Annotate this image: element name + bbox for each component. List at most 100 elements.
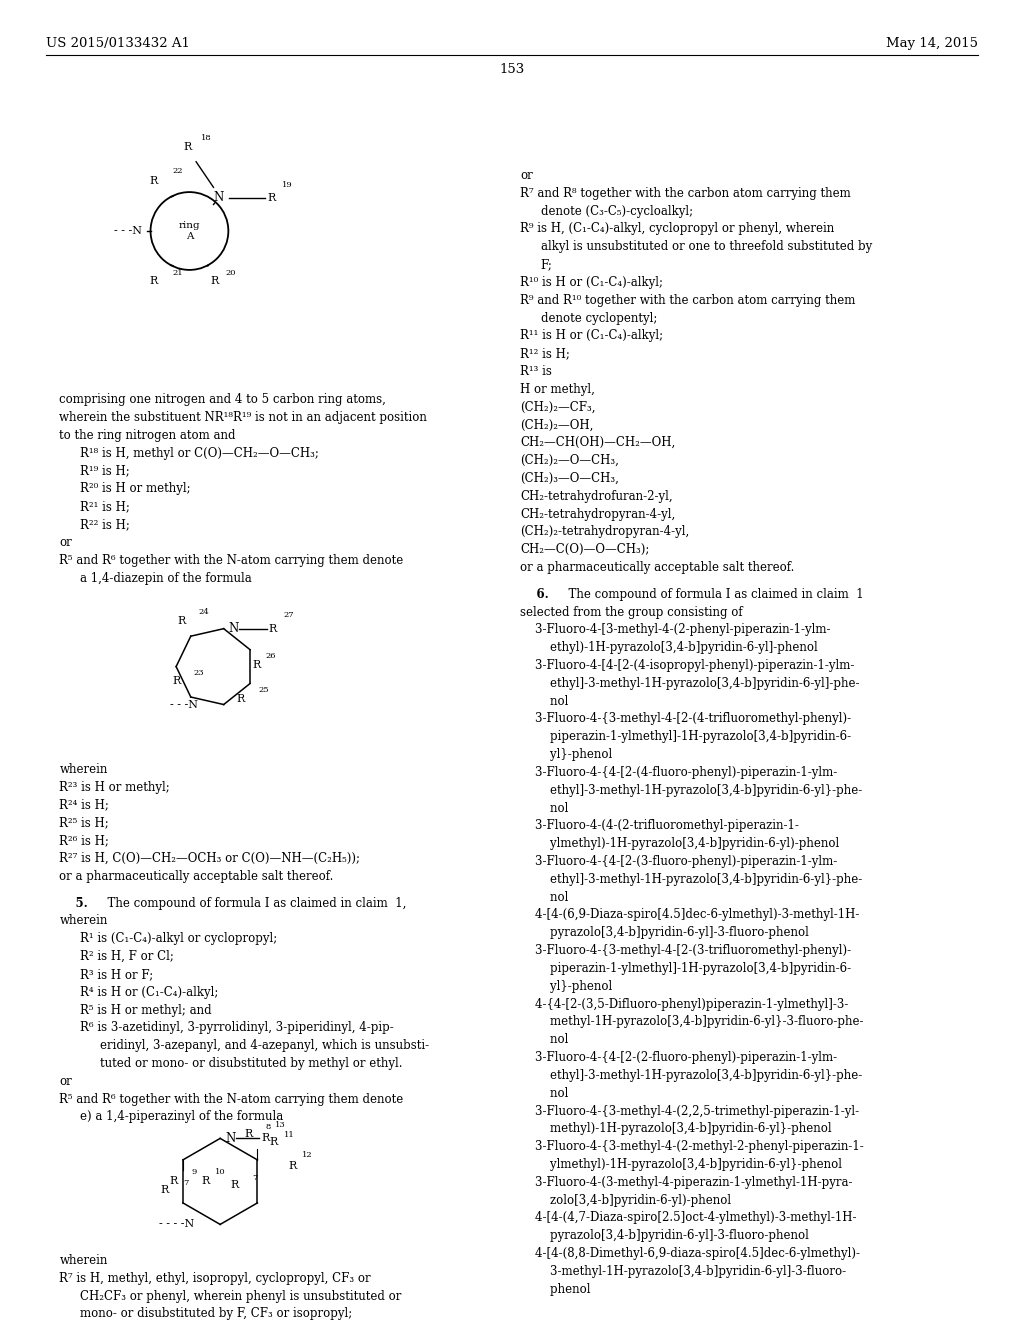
Text: phenol: phenol <box>520 1283 591 1296</box>
Text: R²⁶ is H;: R²⁶ is H; <box>59 834 110 847</box>
Text: R: R <box>268 623 278 634</box>
Text: 11: 11 <box>284 1131 295 1139</box>
Text: 3-Fluoro-4-{3-methyl-4-[2-(3-trifluoromethyl-phenyl)-: 3-Fluoro-4-{3-methyl-4-[2-(3-trifluorome… <box>520 944 851 957</box>
Text: wherein: wherein <box>59 763 108 776</box>
Text: 3-methyl-1H-pyrazolo[3,4-b]pyridin-6-yl]-3-fluoro-: 3-methyl-1H-pyrazolo[3,4-b]pyridin-6-yl]… <box>520 1265 846 1278</box>
Text: alkyl is unsubstituted or one to threefold substituted by: alkyl is unsubstituted or one to threefo… <box>541 240 871 253</box>
Text: or: or <box>59 536 72 549</box>
Text: ethyl]-3-methyl-1H-pyrazolo[3,4-b]pyridin-6-yl}-phe-: ethyl]-3-methyl-1H-pyrazolo[3,4-b]pyridi… <box>520 784 862 797</box>
Text: piperazin-1-ylmethyl]-1H-pyrazolo[3,4-b]pyridin-6-: piperazin-1-ylmethyl]-1H-pyrazolo[3,4-b]… <box>520 730 851 743</box>
Text: 3-Fluoro-4-{3-methyl-4-(2-methyl-2-phenyl-piperazin-1-: 3-Fluoro-4-{3-methyl-4-(2-methyl-2-pheny… <box>520 1140 864 1154</box>
Text: CH₂—CH(OH)—CH₂—OH,: CH₂—CH(OH)—CH₂—OH, <box>520 436 676 449</box>
Text: 4-[4-(6,9-Diaza-spiro[4.5]dec-6-ylmethyl)-3-methyl-1H-: 4-[4-(6,9-Diaza-spiro[4.5]dec-6-ylmethyl… <box>520 908 859 921</box>
Text: 23: 23 <box>194 669 205 677</box>
Text: - - - -N: - - - -N <box>160 1220 195 1229</box>
Text: ethyl)-1H-pyrazolo[3,4-b]pyridin-6-yl]-phenol: ethyl)-1H-pyrazolo[3,4-b]pyridin-6-yl]-p… <box>520 642 818 655</box>
Text: 9: 9 <box>191 1168 197 1176</box>
Text: May 14, 2015: May 14, 2015 <box>886 37 978 50</box>
Text: a 1,4-diazepin of the formula: a 1,4-diazepin of the formula <box>80 572 252 585</box>
Text: CH₂-tetrahydrofuran-2-yl,: CH₂-tetrahydrofuran-2-yl, <box>520 490 673 503</box>
Text: 3-Fluoro-4-(4-(2-trifluoromethyl-piperazin-1-: 3-Fluoro-4-(4-(2-trifluoromethyl-piperaz… <box>520 820 799 833</box>
Text: 3-Fluoro-4-{4-[2-(3-fluoro-phenyl)-piperazin-1-ylm-: 3-Fluoro-4-{4-[2-(3-fluoro-phenyl)-piper… <box>520 855 838 869</box>
Text: R: R <box>268 193 276 203</box>
Text: R¹¹ is H or (C₁-C₄)-alkyl;: R¹¹ is H or (C₁-C₄)-alkyl; <box>520 330 664 342</box>
Text: eridinyl, 3-azepanyl, and 4-azepanyl, which is unsubsti-: eridinyl, 3-azepanyl, and 4-azepanyl, wh… <box>100 1039 429 1052</box>
Text: 4-[4-(8,8-Dimethyl-6,9-diaza-spiro[4.5]dec-6-ylmethyl)-: 4-[4-(8,8-Dimethyl-6,9-diaza-spiro[4.5]d… <box>520 1247 860 1261</box>
Text: 3-Fluoro-4-{3-methyl-4-(2,2,5-trimethyl-piperazin-1-yl-: 3-Fluoro-4-{3-methyl-4-(2,2,5-trimethyl-… <box>520 1105 859 1118</box>
Text: (CH₂)₂—CF₃,: (CH₂)₂—CF₃, <box>520 401 596 413</box>
Text: - - -N: - - -N <box>170 700 198 710</box>
Text: 18: 18 <box>201 133 212 143</box>
Text: yl}-phenol: yl}-phenol <box>520 748 612 762</box>
Text: tuted or mono- or disubstituted by methyl or ethyl.: tuted or mono- or disubstituted by methy… <box>100 1057 402 1071</box>
Text: piperazin-1-ylmethyl]-1H-pyrazolo[3,4-b]pyridin-6-: piperazin-1-ylmethyl]-1H-pyrazolo[3,4-b]… <box>520 962 851 975</box>
Text: 4-{4-[2-(3,5-Difluoro-phenyl)piperazin-1-ylmethyl]-3-: 4-{4-[2-(3,5-Difluoro-phenyl)piperazin-1… <box>520 998 849 1011</box>
Text: selected from the group consisting of: selected from the group consisting of <box>520 606 742 619</box>
Text: R: R <box>202 1176 210 1185</box>
Text: N: N <box>228 622 239 635</box>
Text: ylmethyl)-1H-pyrazolo[3,4-b]pyridin-6-yl)-phenol: ylmethyl)-1H-pyrazolo[3,4-b]pyridin-6-yl… <box>520 837 840 850</box>
Text: pyrazolo[3,4-b]pyridin-6-yl]-3-fluoro-phenol: pyrazolo[3,4-b]pyridin-6-yl]-3-fluoro-ph… <box>520 927 809 940</box>
Text: R¹⁸ is H, methyl or C(O)—CH₂—O—CH₃;: R¹⁸ is H, methyl or C(O)—CH₂—O—CH₃; <box>80 446 318 459</box>
Text: R⁵ and R⁶ together with the N-atom carrying them denote: R⁵ and R⁶ together with the N-atom carry… <box>59 554 403 566</box>
Text: R: R <box>170 1176 178 1185</box>
Text: ylmethyl)-1H-pyrazolo[3,4-b]pyridin-6-yl}-phenol: ylmethyl)-1H-pyrazolo[3,4-b]pyridin-6-yl… <box>520 1158 842 1171</box>
Text: ring
A: ring A <box>178 222 201 240</box>
Text: R²¹ is H;: R²¹ is H; <box>80 500 130 513</box>
Text: methyl)-1H-pyrazolo[3,4-b]pyridin-6-yl}-phenol: methyl)-1H-pyrazolo[3,4-b]pyridin-6-yl}-… <box>520 1122 831 1135</box>
Text: F;: F; <box>541 259 553 271</box>
Text: R²² is H;: R²² is H; <box>80 517 130 531</box>
Text: 24: 24 <box>199 609 210 616</box>
Text: yl}-phenol: yl}-phenol <box>520 979 612 993</box>
Text: nol: nol <box>520 694 568 708</box>
Text: US 2015/0133432 A1: US 2015/0133432 A1 <box>46 37 190 50</box>
Text: R: R <box>261 1134 269 1143</box>
Text: 153: 153 <box>500 63 524 77</box>
Text: pyrazolo[3,4-b]pyridin-6-yl]-3-fluoro-phenol: pyrazolo[3,4-b]pyridin-6-yl]-3-fluoro-ph… <box>520 1229 809 1242</box>
Text: 6.: 6. <box>520 587 549 601</box>
Text: or a pharmaceutically acceptable salt thereof.: or a pharmaceutically acceptable salt th… <box>59 870 334 883</box>
Text: zolo[3,4-b]pyridin-6-yl)-phenol: zolo[3,4-b]pyridin-6-yl)-phenol <box>520 1193 731 1206</box>
Text: - - -N: - - -N <box>115 226 142 236</box>
Text: 4-[4-(4,7-Diaza-spiro[2.5]oct-4-ylmethyl)-3-methyl-1H-: 4-[4-(4,7-Diaza-spiro[2.5]oct-4-ylmethyl… <box>520 1212 857 1225</box>
Text: R²³ is H or methyl;: R²³ is H or methyl; <box>59 780 170 793</box>
Text: R: R <box>252 660 260 671</box>
Text: ethyl]-3-methyl-1H-pyrazolo[3,4-b]pyridin-6-yl]-phe-: ethyl]-3-methyl-1H-pyrazolo[3,4-b]pyridi… <box>520 677 860 690</box>
Text: R: R <box>244 1129 252 1139</box>
Text: R: R <box>150 276 158 286</box>
Text: or: or <box>59 1074 72 1088</box>
Text: 7: 7 <box>183 1179 188 1187</box>
Text: 12: 12 <box>302 1151 313 1159</box>
Text: R: R <box>237 694 245 704</box>
Text: e) a 1,4-piperazinyl of the formula: e) a 1,4-piperazinyl of the formula <box>80 1110 283 1123</box>
Text: mono- or disubstituted by F, CF₃ or isopropyl;: mono- or disubstituted by F, CF₃ or isop… <box>80 1307 352 1320</box>
Text: 3-Fluoro-4-(3-methyl-4-piperazin-1-ylmethyl-1H-pyra-: 3-Fluoro-4-(3-methyl-4-piperazin-1-ylmet… <box>520 1176 853 1189</box>
Text: 3-Fluoro-4-[3-methyl-4-(2-phenyl-piperazin-1-ylm-: 3-Fluoro-4-[3-methyl-4-(2-phenyl-piperaz… <box>520 623 830 636</box>
Text: 22: 22 <box>172 168 182 176</box>
Text: 25: 25 <box>258 686 269 694</box>
Text: 26: 26 <box>265 652 275 660</box>
Text: R³ is H or F;: R³ is H or F; <box>80 968 154 981</box>
Text: R²⁵ is H;: R²⁵ is H; <box>59 816 110 829</box>
Text: R⁵ is H or methyl; and: R⁵ is H or methyl; and <box>80 1003 212 1016</box>
Text: R: R <box>150 176 158 186</box>
Text: denote (C₃-C₅)-cycloalkyl;: denote (C₃-C₅)-cycloalkyl; <box>541 205 693 218</box>
Text: R⁶ is 3-azetidinyl, 3-pyrrolidinyl, 3-piperidinyl, 4-pip-: R⁶ is 3-azetidinyl, 3-pyrrolidinyl, 3-pi… <box>80 1022 393 1035</box>
Text: 20: 20 <box>225 268 236 276</box>
Text: 19: 19 <box>283 181 293 189</box>
Text: 3-Fluoro-4-{3-methyl-4-[2-(4-trifluoromethyl-phenyl)-: 3-Fluoro-4-{3-methyl-4-[2-(4-trifluorome… <box>520 713 851 726</box>
Text: H or methyl,: H or methyl, <box>520 383 595 396</box>
Text: to the ring nitrogen atom and: to the ring nitrogen atom and <box>59 429 236 442</box>
Text: or a pharmaceutically acceptable salt thereof.: or a pharmaceutically acceptable salt th… <box>520 561 795 574</box>
Text: or: or <box>520 169 532 182</box>
Text: R: R <box>269 1137 278 1147</box>
Text: R¹⁰ is H or (C₁-C₄)-alkyl;: R¹⁰ is H or (C₁-C₄)-alkyl; <box>520 276 664 289</box>
Text: R: R <box>172 676 180 686</box>
Text: ethyl]-3-methyl-1H-pyrazolo[3,4-b]pyridin-6-yl}-phe-: ethyl]-3-methyl-1H-pyrazolo[3,4-b]pyridi… <box>520 873 862 886</box>
Text: CH₂—C(O)—O—CH₃);: CH₂—C(O)—O—CH₃); <box>520 544 649 556</box>
Text: R: R <box>177 615 185 626</box>
Text: R²⁴ is H;: R²⁴ is H; <box>59 799 110 812</box>
Text: R: R <box>211 276 219 286</box>
Text: R² is H, F or Cl;: R² is H, F or Cl; <box>80 950 174 964</box>
Text: wherein: wherein <box>59 1254 108 1267</box>
